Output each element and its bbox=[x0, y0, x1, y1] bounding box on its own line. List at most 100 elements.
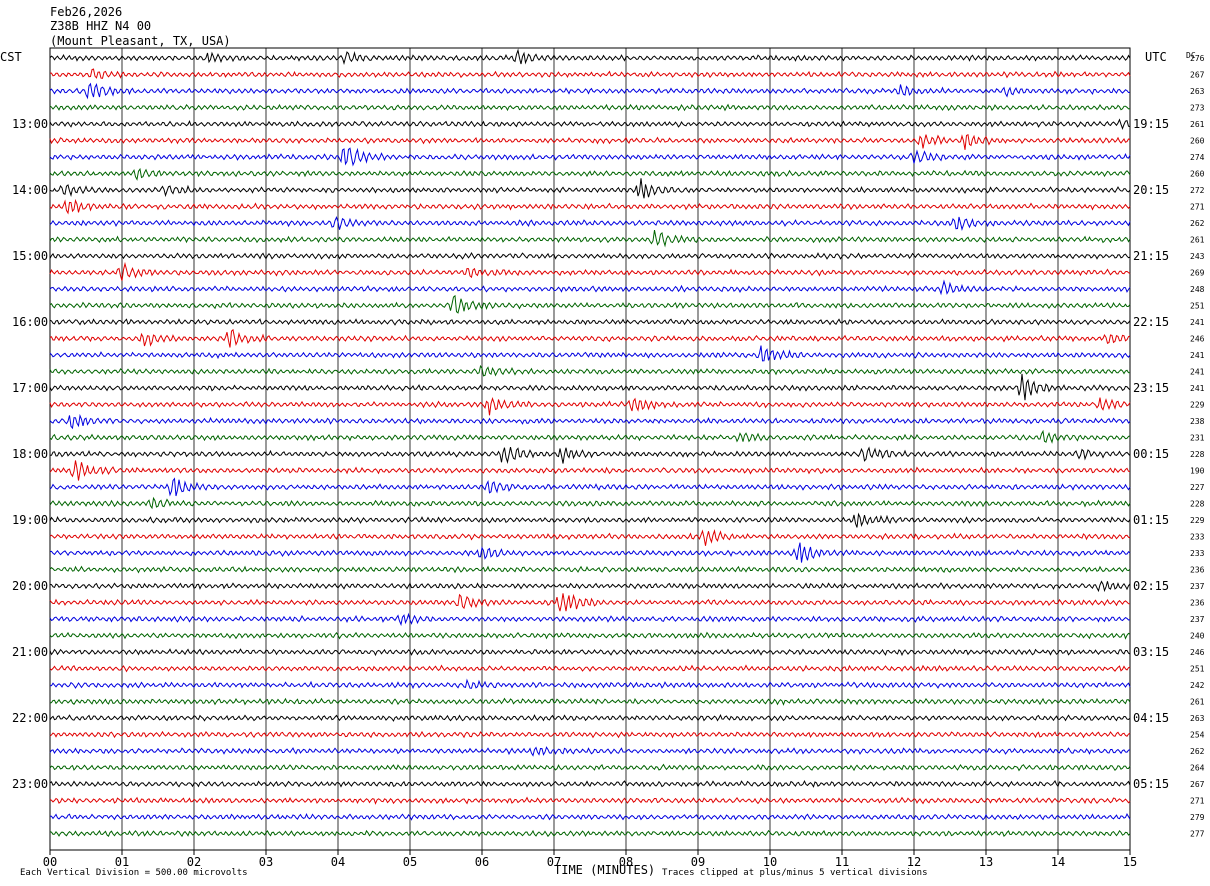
trace-line bbox=[49, 763, 1131, 772]
dc-offset-label: 274 bbox=[1190, 153, 1205, 162]
dc-offset-label: 243 bbox=[1190, 252, 1205, 261]
right-timezone-label: UTC bbox=[1145, 50, 1167, 64]
left-hour-label: 16:00 bbox=[12, 315, 48, 329]
trace-line bbox=[49, 147, 1131, 167]
dc-offset-label: 279 bbox=[1190, 813, 1205, 822]
right-hour-label: 00:15 bbox=[1133, 447, 1169, 461]
x-tick-label: 10 bbox=[763, 855, 777, 869]
dc-offset-label: 238 bbox=[1190, 417, 1205, 426]
left-hour-label: 22:00 bbox=[12, 711, 48, 725]
header-date: Feb26,2026 bbox=[50, 5, 122, 19]
trace-line bbox=[49, 364, 1131, 377]
dc-offset-label: 242 bbox=[1190, 681, 1205, 690]
right-hour-label: 05:15 bbox=[1133, 777, 1169, 791]
seismic-traces bbox=[49, 48, 1131, 838]
dc-offset-label: 241 bbox=[1190, 318, 1205, 327]
trace-line bbox=[49, 593, 1131, 612]
dc-offset-label: 241 bbox=[1190, 351, 1205, 360]
dc-offset-label: 229 bbox=[1190, 401, 1205, 410]
dc-offset-label: 261 bbox=[1190, 698, 1205, 707]
x-tick-label: 15 bbox=[1123, 855, 1137, 869]
right-hour-label: 21:15 bbox=[1133, 249, 1169, 263]
trace-line bbox=[49, 779, 1131, 788]
dc-offset-label: 277 bbox=[1190, 830, 1205, 839]
x-tick-label: 05 bbox=[403, 855, 417, 869]
trace-line bbox=[49, 345, 1131, 362]
x-tick-label: 07 bbox=[547, 855, 561, 869]
dc-offset-label: 262 bbox=[1190, 219, 1205, 228]
trace-line bbox=[49, 328, 1131, 348]
trace-line bbox=[49, 713, 1131, 722]
trace-line bbox=[49, 103, 1131, 112]
dc-offset-label: 262 bbox=[1190, 747, 1205, 756]
axes: 00 01 02 03 04 05 06 07 08 09 10 11 12 13 14 15 276 267 26… bbox=[12, 54, 1205, 869]
x-tick-label: 06 bbox=[475, 855, 489, 869]
x-tick-label: 01 bbox=[115, 855, 129, 869]
right-hour-label: 02:15 bbox=[1133, 579, 1169, 593]
dc-offset-label: 263 bbox=[1190, 714, 1205, 723]
left-hour-label: 21:00 bbox=[12, 645, 48, 659]
trace-line bbox=[50, 446, 1131, 464]
x-tick-label: 00 bbox=[43, 855, 57, 869]
left-timezone-label: CST bbox=[0, 50, 22, 64]
dc-offset-label: 246 bbox=[1190, 648, 1205, 657]
x-tick-label: 03 bbox=[259, 855, 273, 869]
dc-offset-label: 248 bbox=[1190, 285, 1205, 294]
dc-offset-label: 267 bbox=[1190, 71, 1205, 80]
trace-line bbox=[49, 279, 1131, 296]
left-hour-label: 20:00 bbox=[12, 579, 48, 593]
x-tick-label: 08 bbox=[619, 855, 633, 869]
dc-offset-label: 237 bbox=[1190, 582, 1205, 591]
dc-offset-label: 233 bbox=[1190, 549, 1205, 558]
dc-offset-label: 267 bbox=[1190, 780, 1205, 789]
dc-offset-label: 237 bbox=[1190, 615, 1205, 624]
dc-offset-label: 228 bbox=[1190, 450, 1205, 459]
x-tick-label: 11 bbox=[835, 855, 849, 869]
trace-line bbox=[49, 796, 1131, 805]
left-hour-label: 15:00 bbox=[12, 249, 48, 263]
right-hour-label: 23:15 bbox=[1133, 381, 1169, 395]
trace-line bbox=[49, 730, 1131, 739]
trace-line bbox=[49, 542, 1131, 563]
dc-offset-label: 276 bbox=[1190, 54, 1205, 63]
trace-line bbox=[49, 167, 1131, 181]
dc-offset-label: 269 bbox=[1190, 269, 1205, 278]
dc-offset-label: 241 bbox=[1190, 384, 1205, 393]
dc-offset-label: 260 bbox=[1190, 137, 1205, 146]
left-hour-label: 19:00 bbox=[12, 513, 48, 527]
trace-line bbox=[49, 612, 1131, 627]
dc-offset-label: 227 bbox=[1190, 483, 1205, 492]
trace-line bbox=[49, 496, 1131, 510]
dc-offset-label: 254 bbox=[1190, 731, 1205, 740]
x-tick-label: 04 bbox=[331, 855, 345, 869]
right-hour-label: 20:15 bbox=[1133, 183, 1169, 197]
trace-line bbox=[49, 477, 1131, 497]
dc-offset-label: 246 bbox=[1190, 335, 1205, 344]
trace-line bbox=[49, 678, 1131, 690]
trace-line bbox=[49, 178, 1131, 199]
left-hour-label: 13:00 bbox=[12, 117, 48, 131]
trace-line bbox=[49, 529, 1131, 546]
plot-frame bbox=[49, 47, 1131, 851]
dc-offset-label: 263 bbox=[1190, 87, 1205, 96]
dc-offset-label: 228 bbox=[1190, 500, 1205, 509]
trace-line bbox=[49, 565, 1131, 574]
trace-line bbox=[49, 812, 1131, 821]
trace-line bbox=[50, 68, 1131, 79]
header-station: Z38B HHZ N4 00 bbox=[50, 19, 151, 33]
dc-offset-label: 233 bbox=[1190, 533, 1205, 542]
dc-offset-label: 251 bbox=[1190, 302, 1205, 311]
trace-line bbox=[49, 580, 1131, 593]
trace-line bbox=[49, 697, 1131, 706]
trace-line bbox=[49, 664, 1131, 673]
dc-offset-label: 272 bbox=[1190, 186, 1205, 195]
trace-line bbox=[49, 460, 1131, 481]
left-hour-label: 14:00 bbox=[12, 183, 48, 197]
header-location: (Mount Pleasant, TX, USA) bbox=[50, 34, 231, 48]
trace-line bbox=[49, 512, 1131, 528]
trace-line bbox=[49, 294, 1131, 314]
trace-line bbox=[49, 413, 1131, 430]
dc-offset-label: 271 bbox=[1190, 203, 1205, 212]
clip-note: Traces clipped at plus/minus 5 vertical … bbox=[662, 868, 928, 878]
trace-line bbox=[49, 318, 1131, 326]
